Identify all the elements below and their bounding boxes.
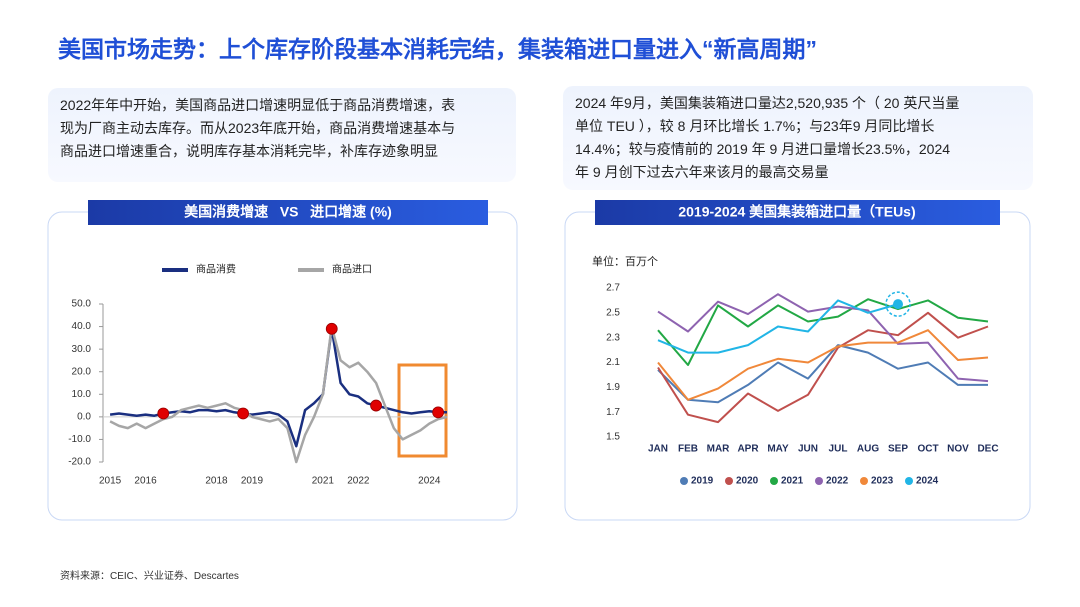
x-tick-label: FEB [678, 444, 698, 455]
note-line: 单位 TEU ），较 8 月环比增长 1.7%；与23年9 月同比增长 [575, 118, 935, 134]
series-line [657, 298, 989, 366]
legend-swatch [860, 477, 868, 485]
legend-swatch [725, 477, 733, 485]
y-tick-label: 20.0 [72, 366, 92, 377]
highlight-ring [885, 291, 911, 317]
y-tick-label: 2.7 [606, 283, 620, 294]
legend-label: 2023 [871, 476, 894, 487]
y-axis-label: 单位：百万个 [592, 254, 658, 268]
legend-label: 商品进口 [332, 263, 372, 276]
source: 资料来源：CEIC、兴业证券、Descartes [60, 571, 239, 582]
y-tick-label: 1.5 [606, 432, 620, 443]
header-bar [88, 200, 488, 225]
note: 2022年年中开始，美国商品进口增速明显低于商品消费增速，表 现为厂商主动去库存。… [48, 88, 516, 182]
x-tick-label: 2016 [134, 476, 157, 487]
note-line: 2022年年中开始，美国商品进口增速明显低于商品消费增速，表 [60, 97, 456, 113]
legend-swatch [905, 477, 913, 485]
y-tick-label: 50.0 [72, 299, 92, 310]
note-line: 现为厂商主动去库存。而从2023年底开始，商品消费增速基本与 [60, 120, 456, 136]
marker [325, 322, 338, 335]
series-line [657, 299, 899, 354]
y-tick-label: 30.0 [72, 344, 92, 355]
series-line [657, 329, 989, 401]
y-tick-label: 10.0 [72, 389, 92, 400]
header-bar [595, 200, 1000, 225]
x-tick-label: JUL [829, 444, 848, 455]
legend-label: 2019 [691, 476, 714, 487]
note-line: 商品进口增速重合，说明库存基本消耗完毕，补库存迹象明显 [60, 143, 438, 159]
marker [370, 399, 382, 412]
note-line: 年 9 月创下过去六年来该月的最高交易量 [575, 164, 829, 180]
x-tick-label: JUN [798, 444, 818, 455]
chart-title: 2019-2024 美国集装箱进口量（TEUs) [678, 204, 915, 220]
y-tick-label: 2.5 [606, 307, 620, 318]
x-tick-label: MAR [707, 444, 731, 455]
x-tick-label: APR [737, 444, 759, 455]
marker [432, 406, 445, 419]
x-tick-label: 2018 [205, 476, 228, 487]
x-tick-label: OCT [917, 444, 938, 455]
legend-label: 商品消费 [196, 263, 236, 276]
y-tick-label: -20.0 [68, 457, 91, 468]
x-tick-label: 2024 [418, 476, 441, 487]
marker [157, 407, 170, 420]
highlight-point [893, 299, 903, 310]
chart-title: 美国消费增速 VS 进口增速 (%) [184, 204, 392, 220]
legend-swatch [815, 477, 823, 485]
y-tick-label: 40.0 [72, 321, 92, 332]
marker [237, 407, 249, 420]
y-tick-label: 2.1 [606, 357, 620, 368]
y-tick-label: -10.0 [68, 434, 91, 445]
x-tick-label: 2021 [312, 476, 335, 487]
note: 2024 年9月，美国集装箱进口量达2,520,935 个（ 20 英尺当量 单位… [563, 86, 1033, 190]
note-line: 2024 年9月，美国集装箱进口量达2,520,935 个（ 20 英尺当量 [575, 95, 960, 111]
page-title: 美国市场走势：上个库存阶段基本消耗完结，集装箱进口量进入“新高周期” [58, 36, 817, 62]
x-tick-label: 2022 [347, 476, 370, 487]
y-tick-label: 1.7 [606, 407, 620, 418]
legend-swatch [680, 477, 688, 485]
x-tick-label: MAY [767, 444, 789, 455]
x-tick-label: JAN [648, 444, 668, 455]
x-tick-label: DEC [977, 444, 998, 455]
y-tick-label: 2.3 [606, 332, 620, 343]
legend-swatch [770, 477, 778, 485]
legend-label: 2020 [736, 476, 759, 487]
legend-label: 2021 [781, 476, 804, 487]
legend-label: 2024 [916, 476, 939, 487]
series-line [657, 293, 989, 383]
x-tick-label: SEP [888, 444, 908, 455]
y-tick-label: 0.0 [77, 411, 91, 422]
x-tick-label: NOV [947, 444, 969, 455]
y-tick-label: 1.9 [606, 382, 620, 393]
x-tick-label: AUG [857, 444, 879, 455]
legend-label: 2022 [826, 476, 849, 487]
note-line: 14.4%；较与疫情前的 2019 年 9 月进口量增长23.5%，2024 [575, 141, 951, 157]
x-tick-label: 2015 [99, 476, 122, 487]
series-line [657, 344, 988, 404]
series-line [657, 311, 989, 424]
x-tick-label: 2019 [241, 476, 264, 487]
